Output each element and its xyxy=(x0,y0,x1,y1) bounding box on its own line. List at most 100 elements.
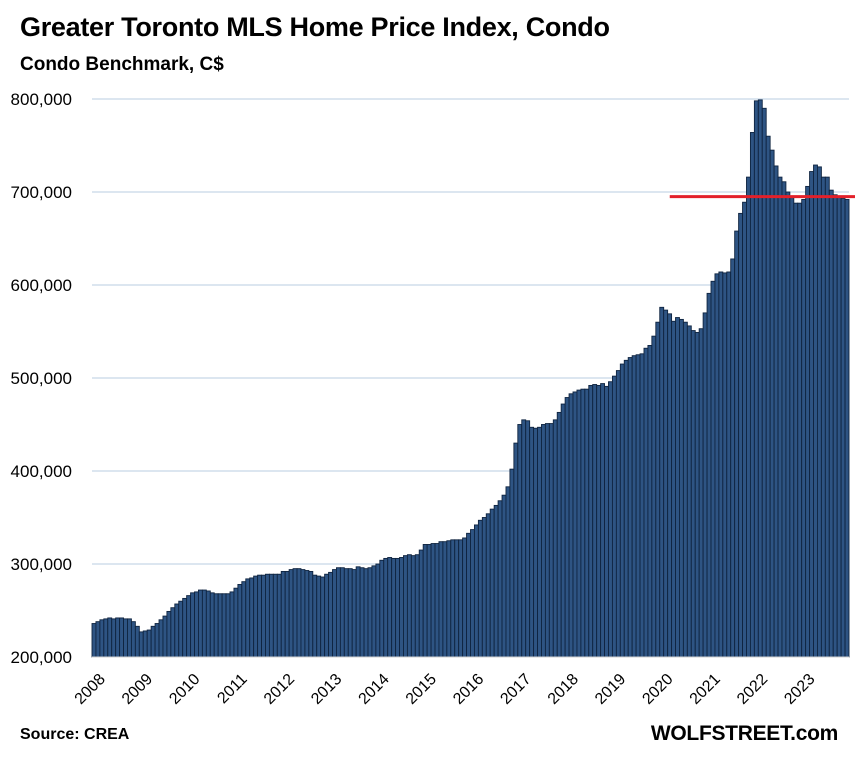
bar xyxy=(158,619,164,658)
y-tick-label: 200,000 xyxy=(11,648,72,667)
bar xyxy=(375,563,381,658)
bar xyxy=(757,99,763,658)
x-tick-label: 2012 xyxy=(261,671,298,708)
bar xyxy=(237,584,243,658)
bar xyxy=(793,202,799,658)
bar xyxy=(304,570,310,658)
bar xyxy=(608,381,613,658)
bar xyxy=(765,135,771,658)
bar xyxy=(789,197,795,658)
bar xyxy=(387,557,393,658)
bar xyxy=(497,500,503,658)
bar xyxy=(233,587,239,658)
bar xyxy=(722,272,728,658)
bar xyxy=(406,554,412,658)
bar xyxy=(332,569,337,658)
bar xyxy=(142,630,148,658)
bar xyxy=(371,565,377,658)
bar xyxy=(146,629,152,658)
bar xyxy=(568,393,574,658)
bar xyxy=(600,383,605,658)
x-tick-label: 2016 xyxy=(450,671,487,708)
bar xyxy=(359,567,365,658)
bar xyxy=(123,618,128,658)
bar xyxy=(111,618,117,658)
bar xyxy=(383,557,389,658)
bar xyxy=(702,312,708,658)
bar xyxy=(91,623,97,658)
bar xyxy=(150,625,156,658)
bar xyxy=(541,424,546,658)
bar xyxy=(615,370,621,658)
bar xyxy=(501,494,507,658)
x-tick-label: 2009 xyxy=(119,671,156,708)
bar xyxy=(544,423,550,658)
bar xyxy=(470,529,475,658)
bar xyxy=(399,557,404,658)
bar xyxy=(832,194,838,658)
bar xyxy=(446,540,452,658)
bar xyxy=(166,610,172,658)
bar xyxy=(659,306,665,658)
bar xyxy=(753,100,759,658)
bar xyxy=(655,321,661,658)
bar xyxy=(785,191,791,658)
bar xyxy=(584,388,590,658)
bar xyxy=(690,330,696,658)
y-tick-label: 300,000 xyxy=(11,555,72,574)
bar xyxy=(442,541,448,658)
bar xyxy=(178,600,184,658)
bar xyxy=(403,555,408,658)
bar xyxy=(347,568,353,658)
bar xyxy=(493,504,499,658)
bar xyxy=(710,280,716,658)
bar xyxy=(241,581,247,658)
bar xyxy=(797,202,803,658)
bar xyxy=(521,419,527,658)
bar xyxy=(229,591,235,658)
bar xyxy=(261,574,266,658)
bar xyxy=(95,621,101,658)
bar xyxy=(675,317,680,658)
bar xyxy=(253,575,259,658)
bar xyxy=(190,592,195,658)
bar xyxy=(197,589,203,658)
bar xyxy=(288,569,294,658)
bar xyxy=(130,621,136,658)
bar xyxy=(631,355,637,658)
x-tick-label: 2010 xyxy=(166,671,203,708)
bar xyxy=(300,569,306,658)
brand-watermark: WOLFSTREET.com xyxy=(650,722,838,745)
bar xyxy=(533,427,538,658)
bar xyxy=(462,537,467,658)
bar xyxy=(316,575,322,658)
bar xyxy=(395,557,400,658)
bar xyxy=(245,578,251,658)
x-tick-label: 2022 xyxy=(734,671,771,708)
bar-series xyxy=(91,99,850,658)
bar xyxy=(426,544,432,658)
bar xyxy=(643,347,649,658)
bar xyxy=(682,321,688,658)
bar xyxy=(686,325,692,658)
bar xyxy=(537,426,542,658)
bar xyxy=(328,571,333,658)
bar xyxy=(746,176,751,658)
x-tick-label: 2021 xyxy=(687,671,724,708)
bar xyxy=(351,569,357,658)
bar xyxy=(115,617,121,658)
y-axis-tick-labels: 200,000 300,000 400,000 500,000 600,000 700,0… xyxy=(11,90,72,667)
bar xyxy=(694,331,700,658)
bar xyxy=(292,568,298,658)
bar xyxy=(391,557,397,658)
bar xyxy=(422,544,428,658)
x-tick-label: 2008 xyxy=(72,671,109,708)
bar xyxy=(509,468,515,658)
bar xyxy=(627,357,633,658)
bar xyxy=(580,388,586,658)
bar xyxy=(99,619,105,658)
bar xyxy=(343,568,349,658)
bar xyxy=(619,363,625,658)
bar xyxy=(844,198,850,658)
bar xyxy=(174,603,180,658)
